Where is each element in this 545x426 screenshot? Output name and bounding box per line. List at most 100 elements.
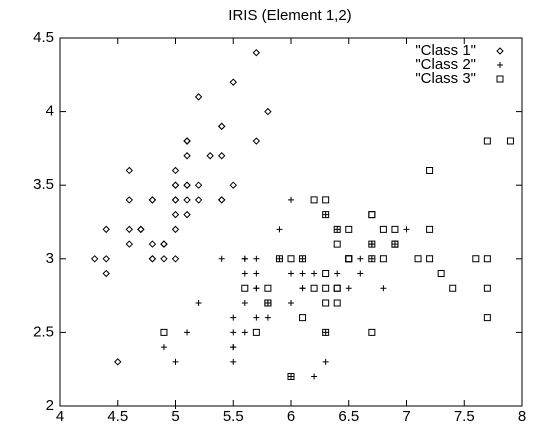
y-tick-label: 4.5	[33, 29, 54, 46]
marker-plus	[264, 314, 271, 321]
marker-plus	[241, 329, 248, 336]
marker-plus	[276, 226, 283, 233]
marker-plus	[230, 314, 237, 321]
marker-plus	[253, 270, 260, 277]
marker-diamond	[125, 240, 134, 248]
legend-label: "Class 1"	[415, 42, 476, 59]
marker-diamond	[171, 210, 180, 219]
marker-plus	[380, 285, 387, 292]
marker-square	[483, 284, 491, 292]
marker-diamond	[217, 196, 226, 204]
marker-diamond	[148, 196, 157, 204]
marker-square	[345, 255, 353, 263]
marker-diamond	[194, 181, 203, 189]
marker-diamond	[160, 240, 168, 248]
marker-diamond	[160, 240, 168, 248]
marker-plus	[253, 314, 260, 321]
marker-diamond	[137, 225, 145, 234]
marker-plus	[391, 241, 398, 248]
y-tick-label: 2	[46, 397, 54, 414]
marker-diamond	[217, 196, 226, 204]
marker-plus	[334, 270, 341, 277]
marker-plus	[299, 285, 306, 292]
marker-diamond	[125, 196, 134, 204]
marker-square	[368, 240, 376, 248]
marker-plus	[241, 255, 248, 262]
marker-diamond	[229, 181, 237, 189]
marker-square	[241, 284, 249, 292]
marker-square	[322, 196, 330, 204]
marker-diamond	[183, 137, 191, 145]
x-tick-label: 5	[171, 408, 179, 425]
marker-square	[483, 137, 491, 145]
marker-square	[483, 255, 491, 263]
marker-square	[299, 255, 307, 263]
y-tick-label: 2.5	[33, 323, 54, 340]
x-tick-label: 8	[518, 408, 526, 425]
marker-square	[160, 328, 168, 336]
marker-diamond	[125, 166, 134, 175]
marker-plus	[299, 255, 306, 262]
marker-square	[333, 299, 341, 307]
marker-plus	[288, 270, 294, 277]
marker-plus	[230, 329, 237, 336]
marker-square	[391, 240, 399, 248]
marker-plus	[299, 270, 306, 277]
marker-square	[287, 255, 295, 263]
marker-plus	[368, 255, 375, 262]
marker-plus	[334, 226, 341, 233]
marker-diamond	[183, 196, 191, 204]
marker-diamond	[206, 152, 214, 160]
marker-diamond	[125, 225, 134, 234]
marker-plus	[322, 358, 329, 365]
marker-plus	[311, 270, 318, 277]
marker-plus	[218, 255, 225, 262]
marker-plus	[322, 329, 329, 336]
marker-diamond	[90, 255, 99, 263]
marker-diamond	[171, 225, 180, 234]
marker-square	[310, 196, 318, 204]
y-tick-label: 3	[46, 250, 54, 267]
marker-diamond	[148, 240, 157, 248]
legend-label: "Class 2"	[415, 56, 476, 73]
y-tick-label: 3.5	[33, 176, 54, 193]
marker-plus	[172, 403, 179, 409]
x-tick-label: 7.5	[454, 408, 475, 425]
marker-diamond	[229, 78, 237, 86]
marker-plus	[357, 255, 364, 262]
x-tick-label: 5.5	[223, 408, 244, 425]
marker-plus	[403, 226, 410, 233]
marker-plus	[368, 241, 375, 248]
marker-plus	[288, 373, 294, 380]
marker-square	[368, 211, 376, 219]
marker-plus	[230, 358, 237, 365]
marker-diamond	[160, 240, 168, 248]
marker-square	[264, 299, 272, 307]
marker-diamond	[171, 166, 180, 175]
marker-square	[426, 166, 434, 174]
marker-plus	[230, 344, 237, 351]
marker-square	[333, 225, 341, 233]
marker-plus	[195, 299, 202, 306]
marker-diamond	[102, 269, 110, 278]
marker-plus	[345, 285, 352, 292]
x-tick-label: 7	[402, 408, 410, 425]
marker-diamond	[148, 255, 157, 263]
marker-plus	[184, 329, 191, 336]
marker-square	[322, 211, 330, 219]
marker-plus	[160, 344, 167, 351]
marker-square	[426, 255, 434, 263]
marker-diamond	[194, 196, 203, 204]
marker-plus	[288, 299, 294, 306]
marker-plus	[357, 270, 364, 277]
marker-square	[264, 284, 272, 292]
marker-diamond	[148, 196, 157, 204]
marker-diamond	[171, 255, 180, 263]
marker-diamond	[183, 137, 191, 145]
marker-square	[368, 328, 376, 336]
marker-diamond	[160, 255, 168, 263]
marker-square	[322, 328, 330, 336]
marker-plus	[241, 299, 248, 306]
marker-square	[437, 270, 445, 278]
marker-diamond	[171, 196, 180, 204]
